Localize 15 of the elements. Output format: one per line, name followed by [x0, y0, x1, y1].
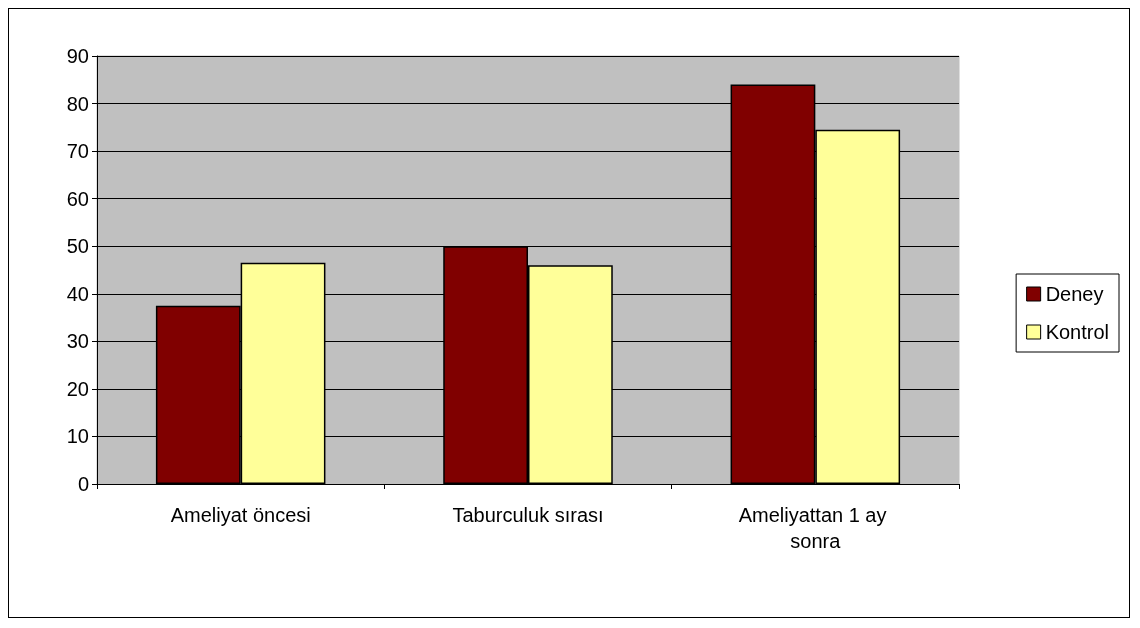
y-tick-label: 10	[66, 425, 89, 448]
legend-label: Deney	[1045, 283, 1104, 305]
y-tick-label: 20	[66, 377, 89, 400]
y-tick-label: 30	[66, 330, 89, 353]
y-tick-label: 70	[66, 140, 89, 163]
x-tick-label: Taburculuk sırası	[452, 504, 604, 526]
y-tick-label: 80	[66, 92, 89, 115]
x-tick-label: Ameliyattan 1 ay sonra	[738, 504, 893, 552]
x-tick-label: Ameliyat öncesi	[170, 504, 311, 526]
y-tick-label: 50	[66, 235, 89, 258]
y-tick-label: 90	[66, 45, 89, 67]
legend-label: Kontrol	[1045, 321, 1110, 343]
y-tick-label: 60	[66, 187, 89, 210]
y-tick-label: 0	[77, 473, 89, 495]
y-tick-label: 40	[66, 282, 89, 305]
